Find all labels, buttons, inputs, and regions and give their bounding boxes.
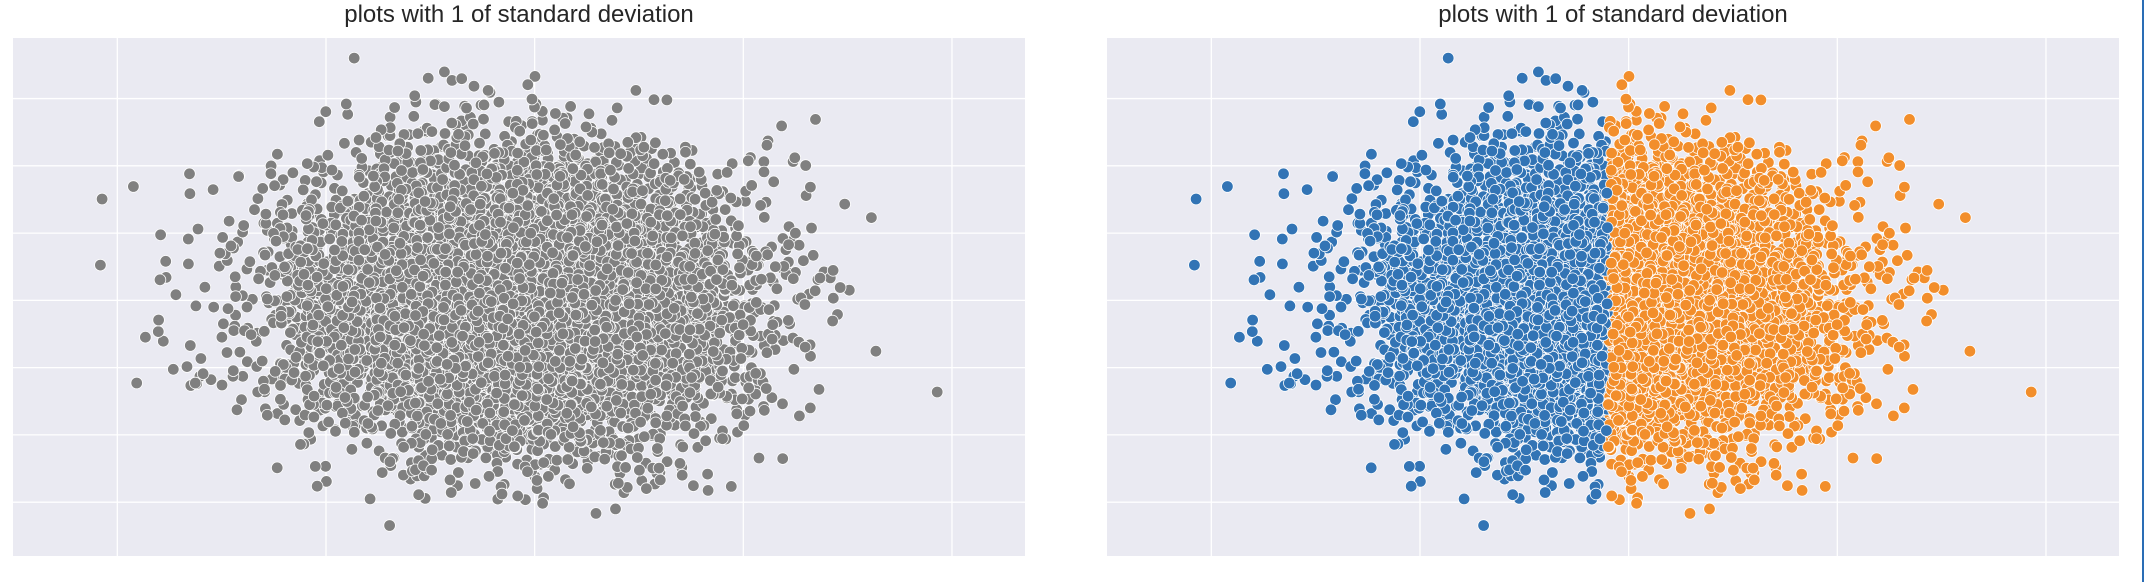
- scatter-point: [215, 378, 229, 392]
- scatter-point: [581, 462, 594, 475]
- scatter-point: [341, 108, 354, 121]
- scatter-point: [931, 385, 944, 399]
- scatter-point: [207, 300, 220, 314]
- scatter-point: [222, 214, 236, 228]
- scatter-point: [184, 339, 197, 352]
- scatter-point: [701, 467, 714, 481]
- scatter-point: [445, 486, 458, 499]
- scatter-point: [383, 519, 396, 532]
- scatter-point: [770, 282, 784, 296]
- scatter-point: [743, 404, 757, 418]
- scatter-point: [521, 78, 535, 91]
- scatter-point: [169, 288, 183, 301]
- scatter-point: [227, 364, 240, 377]
- scatter-point: [412, 488, 425, 501]
- scatter-point: [492, 95, 506, 109]
- scatter-point: [776, 397, 789, 411]
- scatter-point: [313, 115, 326, 128]
- scatter-point: [216, 231, 229, 244]
- scatter-point: [736, 392, 749, 406]
- scatter-point: [189, 299, 203, 313]
- scatter-point: [742, 154, 755, 168]
- scatter-point: [180, 360, 194, 373]
- scatter-point: [256, 182, 269, 195]
- scatter-point: [805, 221, 818, 235]
- scatter-point: [130, 376, 143, 390]
- scatter-point: [775, 119, 788, 133]
- scatter-point: [227, 324, 241, 337]
- scatter-point: [725, 480, 738, 493]
- scatter-point: [240, 300, 254, 314]
- scatter-point: [278, 413, 292, 427]
- scatter-point: [605, 114, 619, 127]
- scatter-point: [869, 345, 883, 358]
- scatter-point: [609, 502, 622, 516]
- scatter-point: [495, 487, 509, 501]
- scatter-point: [244, 328, 258, 341]
- scatter-point: [182, 232, 195, 246]
- points-left: [94, 51, 944, 532]
- scatter-point: [827, 292, 840, 305]
- scatter-point: [549, 107, 562, 120]
- scatter-point: [767, 175, 780, 189]
- scatter-point: [319, 460, 332, 473]
- scatter-point: [376, 466, 389, 479]
- scatter-point: [189, 376, 202, 390]
- scatter-point: [647, 93, 661, 106]
- scatter-point: [182, 257, 195, 271]
- scatter-point: [348, 51, 361, 65]
- scatter-point: [809, 113, 822, 126]
- scatter-point: [799, 159, 812, 172]
- scatter-point: [797, 254, 810, 267]
- scatter-point: [481, 84, 495, 97]
- scatter-point: [444, 453, 458, 466]
- scatter-chart-left: plots with 1 of standard deviation: [13, 1, 1025, 556]
- scatter-point: [297, 183, 310, 197]
- scatter-point: [760, 346, 774, 359]
- scatter-point: [752, 451, 766, 465]
- scatter-point: [812, 383, 826, 396]
- scatter-point: [813, 271, 827, 285]
- scatter-point: [782, 314, 795, 327]
- scatter-point: [217, 317, 230, 331]
- scatter-point: [589, 507, 603, 520]
- scatter-point: [438, 127, 452, 140]
- scatter-point: [684, 157, 697, 171]
- scatter-point: [526, 117, 539, 130]
- scatter-point: [687, 479, 700, 492]
- scatter-point: [258, 325, 271, 338]
- scatter-point: [758, 211, 771, 224]
- scatter-point: [469, 477, 482, 490]
